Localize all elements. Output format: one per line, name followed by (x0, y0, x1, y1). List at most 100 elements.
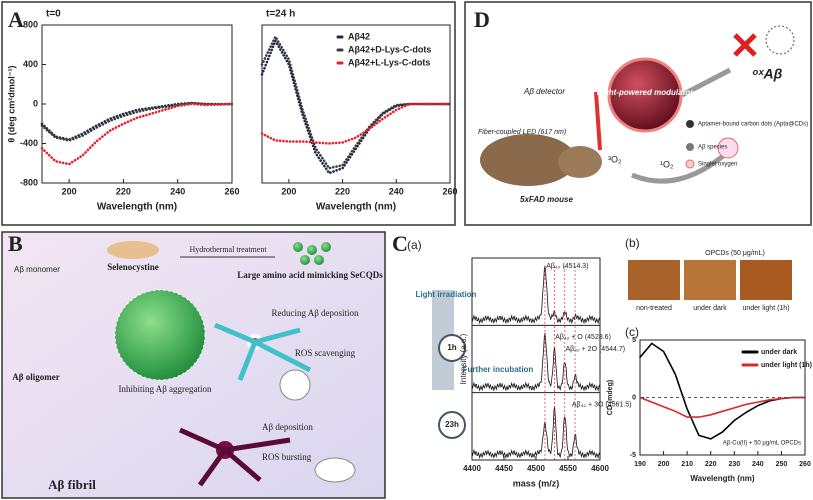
label: ROS scavenging (295, 348, 356, 358)
spectrum-trace (471, 332, 601, 392)
x-tick-label: 230 (728, 461, 740, 468)
series-line (639, 396, 806, 418)
series-line (260, 102, 452, 145)
x-tick-label: 220 (335, 186, 350, 196)
x-axis-label: mass (m/z) (513, 478, 560, 488)
y-tick-label: 0 (33, 98, 38, 108)
sub-label: (b) (625, 236, 640, 250)
arrow (631, 148, 732, 184)
x-tick-label: 240 (389, 186, 404, 196)
label: ¹O₂ (660, 159, 674, 169)
y-tick-label: -800 (20, 177, 38, 187)
legend-dot (686, 120, 694, 128)
label: Selenocystine (107, 262, 159, 272)
y-tick-label: -5 (630, 452, 636, 459)
afm-image (740, 260, 792, 300)
peak-label: Aβ₄₂ + 2O (4544.7) (565, 346, 625, 353)
legend-dot (686, 143, 694, 151)
label: Inhibiting Aβ aggregation (118, 384, 212, 394)
peak-label: Aβ₄₂ (4514.3) (546, 263, 588, 270)
panel-label: A (8, 7, 24, 32)
x-tick-label: 4400 (463, 464, 481, 473)
x-axis-label: Wavelength (nm) (690, 474, 754, 483)
dot (293, 242, 303, 252)
legend-label: Aβ42 (348, 31, 370, 41)
x-tick-label: 260 (224, 186, 239, 196)
fibril-illustration (765, 25, 795, 55)
y-tick-label: 0 (632, 394, 636, 401)
singlet-dot (717, 137, 739, 159)
x-tick-label: 240 (170, 186, 185, 196)
dot (321, 242, 331, 252)
series-line (40, 102, 234, 166)
clock (438, 411, 466, 439)
legend-label: Aβ species (698, 145, 727, 151)
x-tick-label: 4450 (495, 464, 513, 473)
legend-label: Aβ42+L-Lys-C-dots (348, 57, 430, 67)
peak-label: Aβ₄₂ + 3O (4561.5) (572, 402, 632, 409)
sub-label: (c) (625, 325, 639, 339)
label: Further incubation (463, 365, 534, 374)
y-axis-label: CD (mdeg) (607, 380, 614, 415)
legend-label: under dark (761, 349, 797, 356)
x-tick-label: 200 (658, 461, 670, 468)
y-axis-label: Intensity (a.u.) (459, 333, 468, 384)
plot-frame (471, 257, 601, 461)
label: Aβ deposition (262, 422, 313, 432)
panel-label: C (392, 231, 408, 256)
label: 5xFAD mouse (520, 195, 573, 204)
y-tick-label: 800 (23, 19, 38, 29)
label: Aβ detector (523, 87, 565, 96)
label: ᵒˣAβ (752, 66, 783, 82)
legend-label: Aptamer-bound carbon dots (Apta@CDs) (698, 122, 808, 128)
caption: non-treated (636, 305, 672, 312)
label: Reducing Aβ deposition (271, 308, 359, 318)
label: Large amino acid mimicking SeCQDs (237, 270, 383, 280)
dot (314, 255, 324, 265)
x-axis-label: Wavelength (nm) (316, 202, 396, 213)
y-tick-label: -400 (20, 138, 38, 148)
label: Aβ monomer (14, 265, 60, 274)
label: ³O₂ (608, 154, 622, 164)
label: 1h (447, 343, 456, 352)
afm-image (628, 260, 680, 300)
x-tick-label: 260 (442, 186, 457, 196)
y-tick-label: 5 (632, 337, 636, 344)
label: Aβ oligomer (12, 372, 59, 382)
dot (307, 245, 317, 255)
modulator-illustration (607, 57, 683, 133)
mouse-illustration (480, 134, 576, 186)
label: 23h (445, 420, 459, 429)
label: Light-powered modulator (597, 88, 694, 97)
x-tick-label: 200 (281, 186, 296, 196)
clock (438, 334, 466, 362)
peak-label: Aβ₄₂ + O (4528.6) (555, 334, 611, 341)
x-tick-label: 210 (681, 461, 693, 468)
label: Hydrothermal treatment (189, 245, 267, 254)
caption: under dark (693, 305, 727, 312)
series-line (40, 101, 234, 142)
plot-title: t=0 (46, 9, 61, 20)
annotation: Aβ-Cu(II) + 50 μg/mL OPCDs (723, 441, 801, 447)
spectrum-trace (471, 265, 601, 325)
x-tick-label: 4500 (527, 464, 545, 473)
panel-label: B (8, 231, 23, 256)
legend-label: Singlet oxygen (698, 162, 737, 168)
plot-title: t=24 h (266, 9, 295, 20)
label: OPCDs (50 μg/mL) (705, 250, 765, 257)
series-line (260, 34, 452, 170)
x-tick-label: 190 (634, 461, 646, 468)
thought-illustration (279, 369, 311, 401)
y-tick-label: 400 (23, 59, 38, 69)
x-tick-label: 200 (62, 186, 77, 196)
neuron (214, 322, 312, 381)
y-axis-label: θ (deg cm²dmol⁻¹) (6, 65, 16, 142)
afm-image (684, 260, 736, 300)
x-axis-label: Wavelength (nm) (97, 202, 177, 213)
plot-frame (261, 24, 451, 184)
x-tick-label: 250 (776, 461, 788, 468)
mouse-illustration (558, 146, 602, 178)
x-tick-label: 4550 (559, 464, 577, 473)
series-line (639, 342, 806, 440)
